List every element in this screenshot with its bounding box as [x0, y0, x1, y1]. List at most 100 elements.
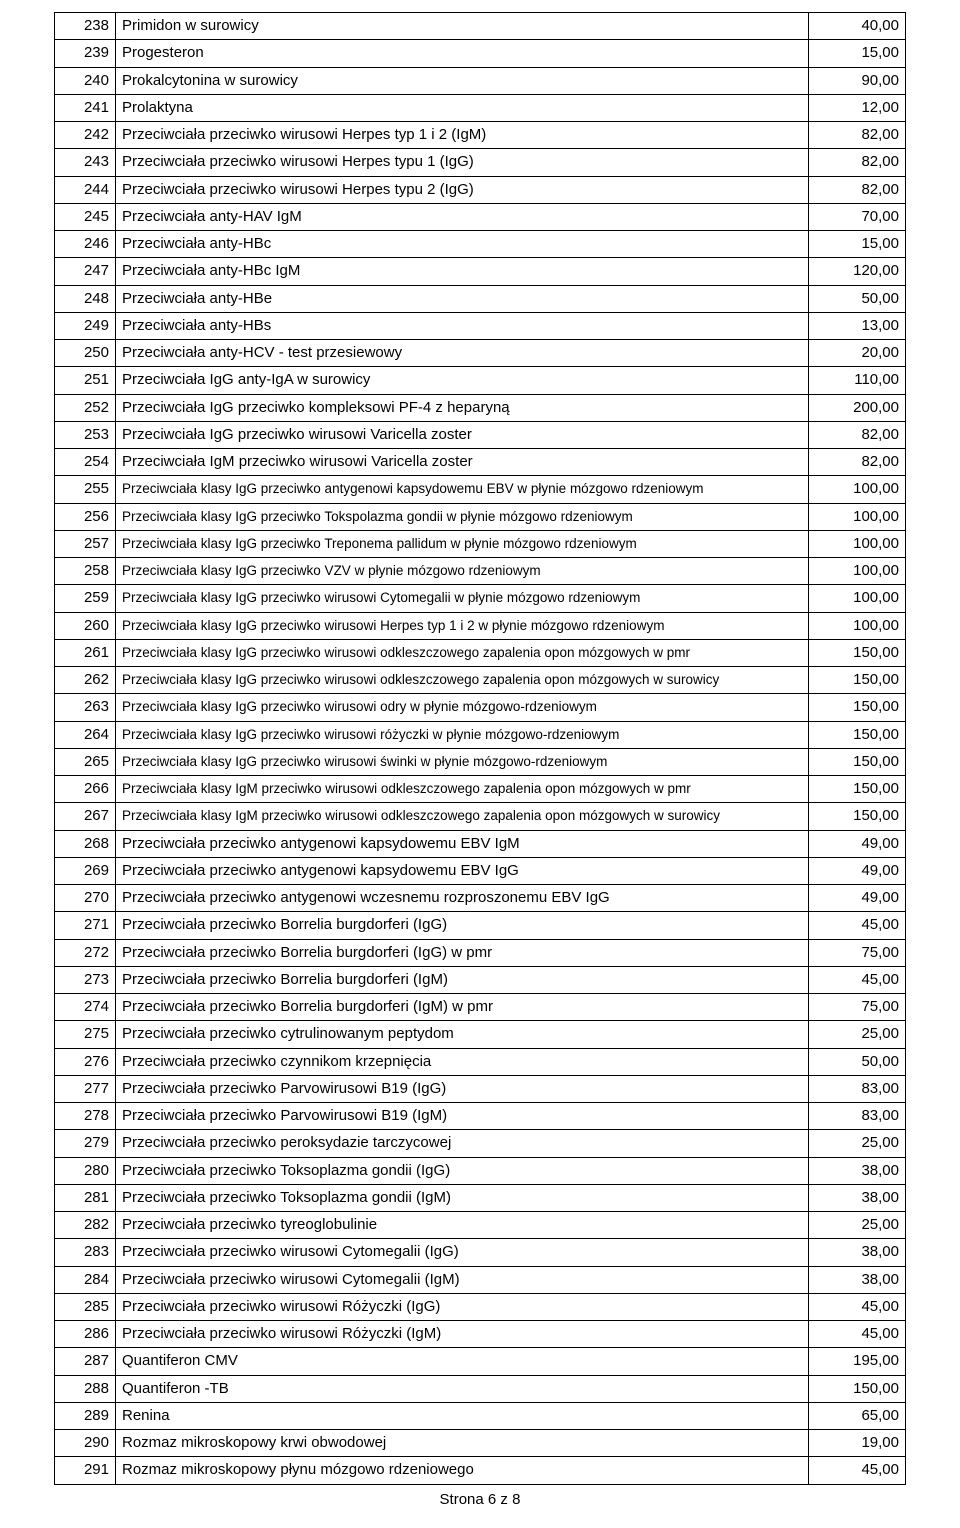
- row-price: 150,00: [809, 639, 906, 666]
- table-row: 274Przeciwciała przeciwko Borrelia burgd…: [55, 994, 906, 1021]
- row-description: Przeciwciała anty-HBc: [116, 231, 809, 258]
- table-row: 282Przeciwciała przeciwko tyreoglobulini…: [55, 1212, 906, 1239]
- row-number: 273: [55, 966, 116, 993]
- row-number: 272: [55, 939, 116, 966]
- row-number: 240: [55, 67, 116, 94]
- row-price: 19,00: [809, 1430, 906, 1457]
- row-description: Przeciwciała przeciwko wirusowi Herpes t…: [116, 149, 809, 176]
- table-row: 263Przeciwciała klasy IgG przeciwko wiru…: [55, 694, 906, 721]
- table-row: 278Przeciwciała przeciwko Parvowirusowi …: [55, 1103, 906, 1130]
- row-description: Przeciwciała klasy IgG przeciwko wirusow…: [116, 667, 809, 694]
- row-price: 100,00: [809, 612, 906, 639]
- row-number: 284: [55, 1266, 116, 1293]
- table-row: 289Renina65,00: [55, 1402, 906, 1429]
- table-row: 288Quantiferon -TB150,00: [55, 1375, 906, 1402]
- row-description: Przeciwciała IgG przeciwko wirusowi Vari…: [116, 421, 809, 448]
- table-row: 284Przeciwciała przeciwko wirusowi Cytom…: [55, 1266, 906, 1293]
- row-number: 263: [55, 694, 116, 721]
- row-number: 268: [55, 830, 116, 857]
- row-number: 285: [55, 1293, 116, 1320]
- row-description: Przeciwciała przeciwko peroksydazie tarc…: [116, 1130, 809, 1157]
- row-price: 82,00: [809, 149, 906, 176]
- row-price: 25,00: [809, 1021, 906, 1048]
- row-number: 258: [55, 558, 116, 585]
- row-number: 245: [55, 203, 116, 230]
- row-description: Przeciwciała przeciwko antygenowi kapsyd…: [116, 857, 809, 884]
- row-number: 271: [55, 912, 116, 939]
- table-row: 248Przeciwciała anty-HBe50,00: [55, 285, 906, 312]
- row-description: Prolaktyna: [116, 94, 809, 121]
- row-description: Przeciwciała klasy IgM przeciwko wirusow…: [116, 803, 809, 830]
- table-row: 265Przeciwciała klasy IgG przeciwko wiru…: [55, 748, 906, 775]
- row-number: 277: [55, 1075, 116, 1102]
- table-row: 281Przeciwciała przeciwko Toksoplazma go…: [55, 1184, 906, 1211]
- row-number: 262: [55, 667, 116, 694]
- row-price: 100,00: [809, 503, 906, 530]
- row-price: 65,00: [809, 1402, 906, 1429]
- row-price: 150,00: [809, 1375, 906, 1402]
- row-price: 45,00: [809, 966, 906, 993]
- table-row: 276Przeciwciała przeciwko czynnikom krze…: [55, 1048, 906, 1075]
- row-price: 82,00: [809, 449, 906, 476]
- table-row: 259Przeciwciała klasy IgG przeciwko wiru…: [55, 585, 906, 612]
- row-price: 110,00: [809, 367, 906, 394]
- row-price: 38,00: [809, 1184, 906, 1211]
- row-price: 83,00: [809, 1075, 906, 1102]
- row-price: 45,00: [809, 1321, 906, 1348]
- table-row: 266Przeciwciała klasy IgM przeciwko wiru…: [55, 776, 906, 803]
- row-price: 100,00: [809, 530, 906, 557]
- row-description: Przeciwciała klasy IgM przeciwko wirusow…: [116, 776, 809, 803]
- row-price: 38,00: [809, 1157, 906, 1184]
- row-price: 150,00: [809, 667, 906, 694]
- table-row: 280Przeciwciała przeciwko Toksoplazma go…: [55, 1157, 906, 1184]
- row-description: Rozmaz mikroskopowy krwi obwodowej: [116, 1430, 809, 1457]
- row-description: Quantiferon -TB: [116, 1375, 809, 1402]
- row-number: 260: [55, 612, 116, 639]
- row-price: 12,00: [809, 94, 906, 121]
- row-description: Przeciwciała przeciwko Borrelia burgdorf…: [116, 966, 809, 993]
- row-number: 274: [55, 994, 116, 1021]
- price-table: 238Primidon w surowicy40,00239Progestero…: [54, 12, 906, 1485]
- price-table-body: 238Primidon w surowicy40,00239Progestero…: [55, 13, 906, 1485]
- row-number: 241: [55, 94, 116, 121]
- row-price: 15,00: [809, 40, 906, 67]
- row-description: Przeciwciała anty-HBc IgM: [116, 258, 809, 285]
- row-description: Przeciwciała klasy IgG przeciwko wirusow…: [116, 639, 809, 666]
- page-footer: Strona 6 z 8: [54, 1491, 906, 1508]
- table-row: 283Przeciwciała przeciwko wirusowi Cytom…: [55, 1239, 906, 1266]
- row-number: 289: [55, 1402, 116, 1429]
- table-row: 244Przeciwciała przeciwko wirusowi Herpe…: [55, 176, 906, 203]
- table-row: 291Rozmaz mikroskopowy płynu mózgowo rdz…: [55, 1457, 906, 1484]
- table-row: 238Primidon w surowicy40,00: [55, 13, 906, 40]
- table-row: 279Przeciwciała przeciwko peroksydazie t…: [55, 1130, 906, 1157]
- row-description: Przeciwciała klasy IgG przeciwko wirusow…: [116, 585, 809, 612]
- row-price: 15,00: [809, 231, 906, 258]
- table-row: 269Przeciwciała przeciwko antygenowi kap…: [55, 857, 906, 884]
- row-number: 243: [55, 149, 116, 176]
- row-price: 195,00: [809, 1348, 906, 1375]
- row-number: 242: [55, 122, 116, 149]
- row-number: 265: [55, 748, 116, 775]
- table-row: 247Przeciwciała anty-HBc IgM120,00: [55, 258, 906, 285]
- row-price: 150,00: [809, 694, 906, 721]
- row-price: 13,00: [809, 312, 906, 339]
- row-number: 239: [55, 40, 116, 67]
- table-row: 240Prokalcytonina w surowicy90,00: [55, 67, 906, 94]
- row-description: Przeciwciała IgM przeciwko wirusowi Vari…: [116, 449, 809, 476]
- row-description: Przeciwciała przeciwko wirusowi Herpes t…: [116, 176, 809, 203]
- row-description: Przeciwciała przeciwko Borrelia burgdorf…: [116, 994, 809, 1021]
- row-number: 244: [55, 176, 116, 203]
- table-row: 258Przeciwciała klasy IgG przeciwko VZV …: [55, 558, 906, 585]
- row-description: Primidon w surowicy: [116, 13, 809, 40]
- table-row: 243Przeciwciała przeciwko wirusowi Herpe…: [55, 149, 906, 176]
- row-description: Przeciwciała anty-HAV IgM: [116, 203, 809, 230]
- row-price: 70,00: [809, 203, 906, 230]
- row-price: 200,00: [809, 394, 906, 421]
- table-row: 255Przeciwciała klasy IgG przeciwko anty…: [55, 476, 906, 503]
- table-row: 260Przeciwciała klasy IgG przeciwko wiru…: [55, 612, 906, 639]
- table-row: 277Przeciwciała przeciwko Parvowirusowi …: [55, 1075, 906, 1102]
- table-row: 275Przeciwciała przeciwko cytrulinowanym…: [55, 1021, 906, 1048]
- row-number: 276: [55, 1048, 116, 1075]
- row-number: 270: [55, 885, 116, 912]
- row-description: Przeciwciała klasy IgG przeciwko wirusow…: [116, 748, 809, 775]
